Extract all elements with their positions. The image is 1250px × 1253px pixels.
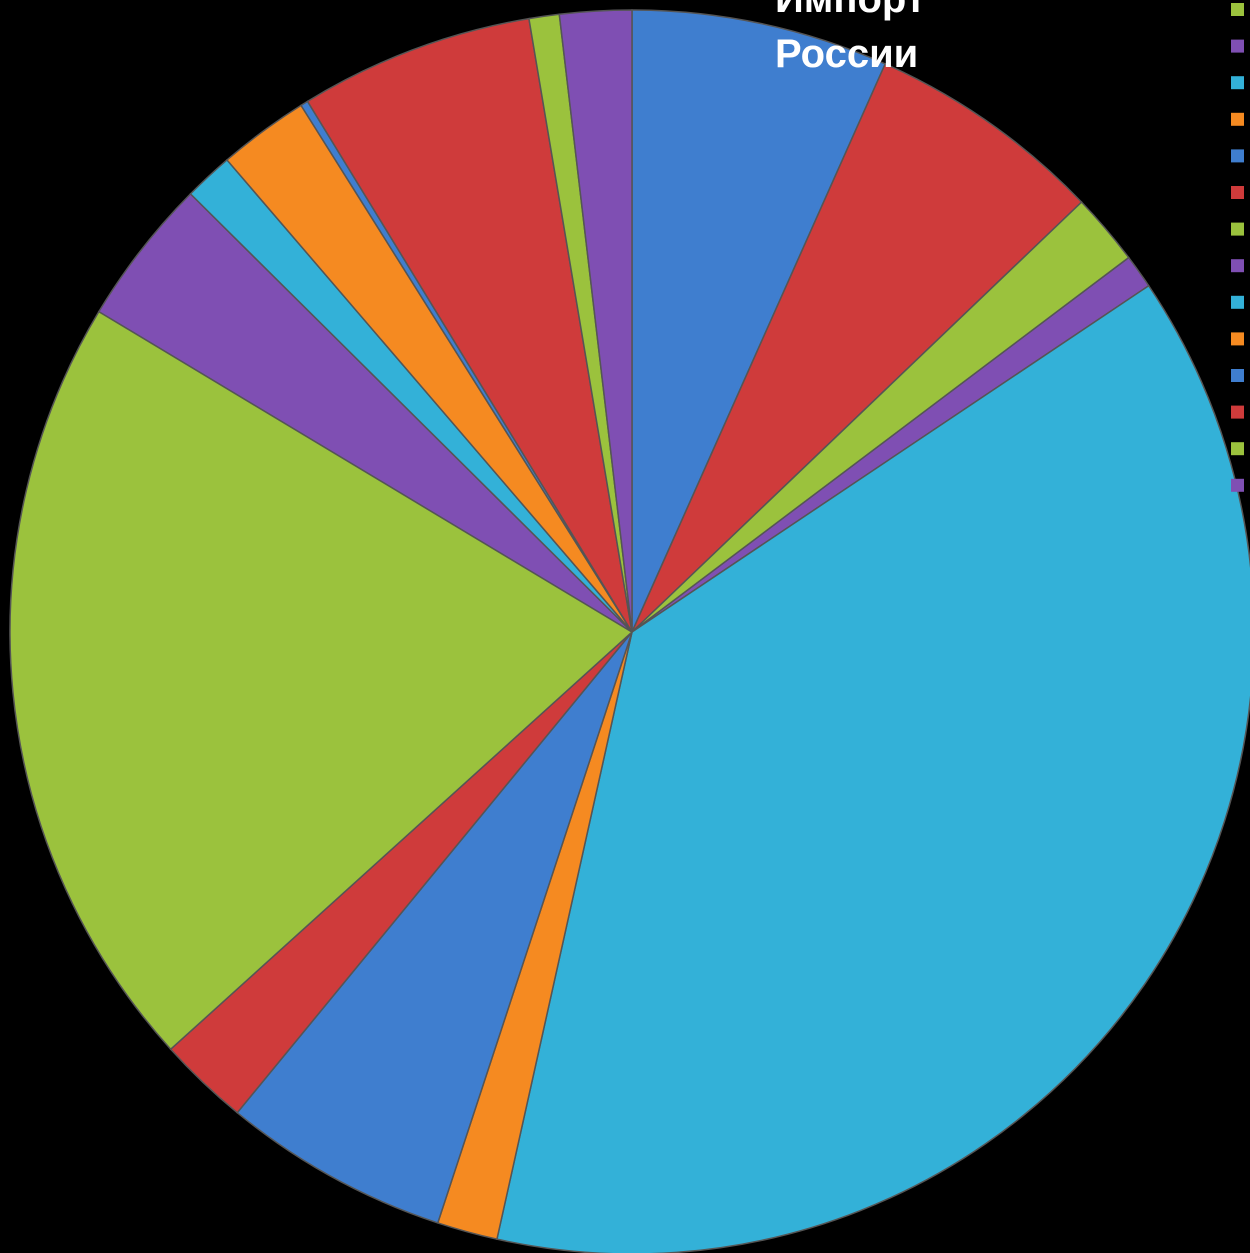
legend-marker-5 [1231,149,1244,163]
legend-marker-9 [1231,295,1244,309]
pie-slice-2 [631,62,1083,633]
chart-title-line-2: России [775,32,918,76]
legend-marker-12 [1231,405,1244,419]
legend-marker-14 [1231,478,1244,492]
pie-slice-14 [306,17,633,633]
pie-slice-16 [558,9,633,633]
chart-title: Импорт России [775,0,937,76]
legend-marker-11 [1231,369,1244,382]
legend-marker-2 [1231,39,1244,53]
pie-slice-9 [9,310,634,1051]
legend-marker-4 [1231,112,1244,126]
pie-slices [9,9,1250,1253]
chart-title-line-1: Импорт [775,0,925,21]
legend-marker-10 [1231,332,1244,346]
legend-marker-1 [1231,3,1244,16]
legend-marker-8 [1231,259,1244,273]
pie-slice-1 [631,9,887,633]
legend [1231,3,1244,492]
legend-marker-3 [1231,76,1244,90]
legend-marker-13 [1231,442,1244,456]
pie-slice-7 [236,631,633,1224]
legend-marker-6 [1231,186,1244,199]
legend-marker-7 [1231,222,1244,236]
